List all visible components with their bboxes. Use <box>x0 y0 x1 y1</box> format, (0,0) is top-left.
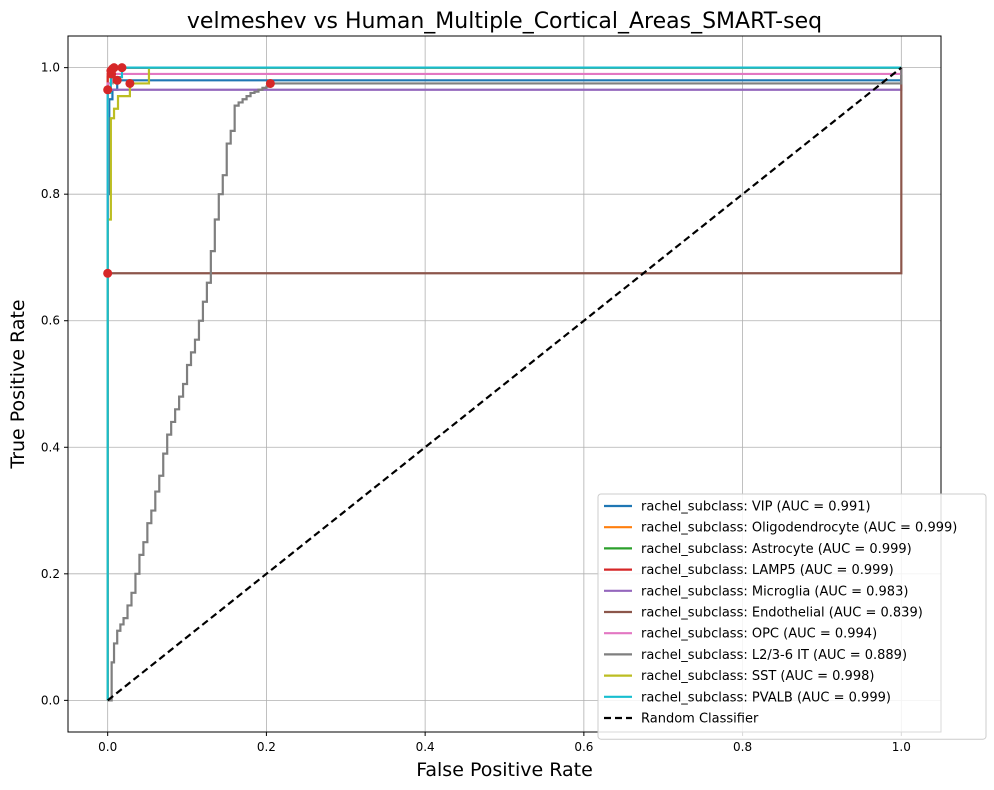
chart-title: velmeshev vs Human_Multiple_Cortical_Are… <box>187 9 822 34</box>
legend-entry: rachel_subclass: OPC (AUC = 0.994) <box>641 627 877 642</box>
x-tick-label: 0.6 <box>574 740 593 754</box>
legend-entry: rachel_subclass: Astrocyte (AUC = 0.999) <box>641 542 912 557</box>
series-line <box>106 66 903 702</box>
threshold-marker <box>125 78 135 88</box>
threshold-marker <box>117 63 127 73</box>
legend-entry: rachel_subclass: Microglia (AUC = 0.983) <box>641 584 908 599</box>
legend-entry: rachel_subclass: SST (AUC = 0.998) <box>641 669 874 684</box>
y-tick-label: 0.0 <box>41 693 60 707</box>
y-tick-label: 0.4 <box>41 440 60 454</box>
y-tick-label: 1.0 <box>41 61 60 75</box>
legend-entry: rachel_subclass: Oligodendrocyte (AUC = … <box>641 521 957 536</box>
series-line <box>107 67 903 702</box>
threshold-marker <box>112 75 122 85</box>
series-line <box>106 66 902 701</box>
x-tick-label: 1.0 <box>892 740 911 754</box>
threshold-marker <box>265 78 275 88</box>
threshold-marker <box>107 69 117 79</box>
legend-box <box>597 493 987 740</box>
x-tick-label: 0.8 <box>733 740 752 754</box>
legend-entry: rachel_subclass: VIP (AUC = 0.991) <box>641 500 871 515</box>
legend-entry: rachel_subclass: Endothelial (AUC = 0.83… <box>641 606 923 621</box>
x-tick-label: 0.4 <box>416 740 435 754</box>
legend-entry: rachel_subclass: LAMP5 (AUC = 0.999) <box>641 563 894 578</box>
legend: rachel_subclass: VIP (AUC = 0.991) rachel… <box>597 493 987 740</box>
threshold-marker <box>103 268 113 278</box>
ticks: 0.0 0.2 0.4 0.6 0.8 1.0 0.0 0.2 0.4 0.6 0.8 1.0 <box>41 61 911 754</box>
y-tick-label: 0.2 <box>41 567 60 581</box>
x-axis-label: False Positive Rate <box>416 759 593 781</box>
x-tick-label: 0.0 <box>98 740 117 754</box>
y-tick-label: 0.6 <box>41 314 60 328</box>
threshold-marker <box>103 85 113 95</box>
axes-frame <box>67 35 942 733</box>
legend-entry: rachel_subclass: L2/3-6 IT (AUC = 0.889) <box>641 648 907 663</box>
legend-entry: rachel_subclass: PVALB (AUC = 0.999) <box>641 690 891 705</box>
plot-area <box>103 63 903 702</box>
x-tick-label: 0.2 <box>257 740 276 754</box>
y-tick-label: 0.8 <box>41 187 60 201</box>
legend-entry: Random Classifier <box>641 712 759 727</box>
y-axis-label: True Positive Rate <box>7 299 29 469</box>
